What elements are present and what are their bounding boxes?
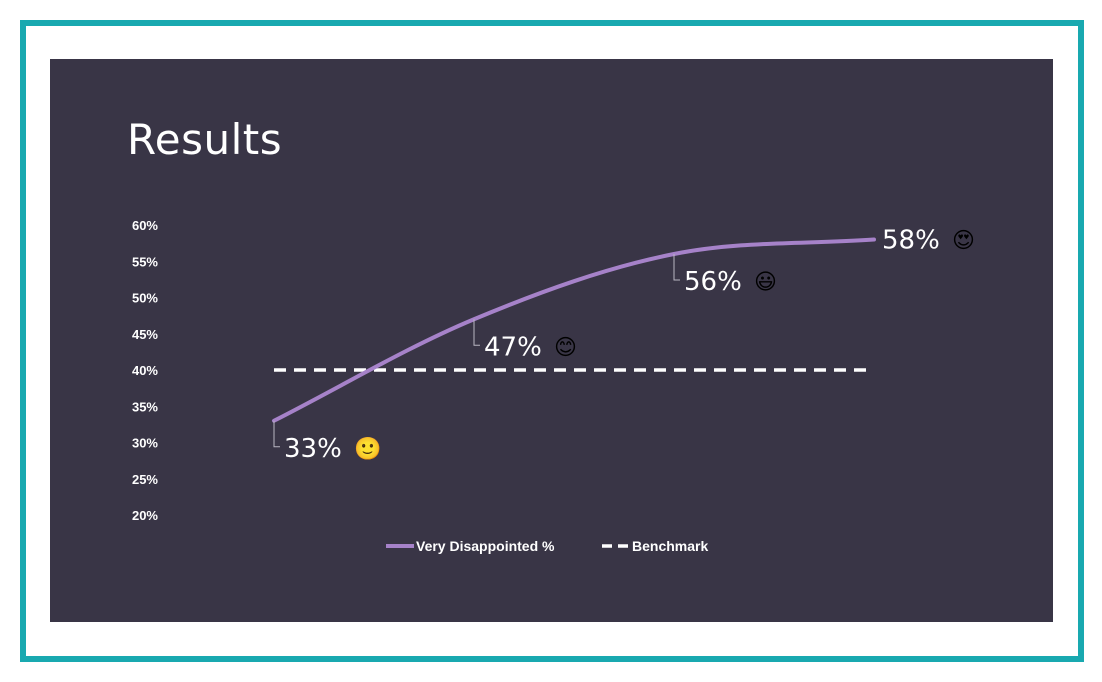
smiling-face-icon: 😊 xyxy=(554,334,577,359)
y-axis: 60% 55% 50% 45% 40% 35% 30% 25% 20% xyxy=(132,218,158,523)
heart-eyes-face-icon: 😍 xyxy=(952,228,975,253)
data-label-leader xyxy=(473,319,480,346)
series-layer xyxy=(272,237,876,423)
y-tick-label: 30% xyxy=(132,436,158,451)
y-tick-label: 20% xyxy=(132,508,158,523)
legend-label-very-disappointed: Very Disappointed % xyxy=(416,538,555,554)
data-label-leader xyxy=(673,254,680,281)
grinning-face-icon: 😃 xyxy=(754,269,777,294)
legend: Very Disappointed % Benchmark xyxy=(386,538,708,554)
y-tick-label: 35% xyxy=(132,399,158,414)
data-label: 58% xyxy=(882,226,940,256)
data-label: 33% xyxy=(284,434,342,464)
data-label-leader xyxy=(273,420,280,448)
legend-label-benchmark: Benchmark xyxy=(632,538,708,554)
slightly-smiling-face-icon: 🙂 xyxy=(354,436,381,461)
y-tick-label: 40% xyxy=(132,363,158,378)
very-disappointed-line xyxy=(272,237,876,423)
data-label: 47% xyxy=(484,332,542,362)
y-tick-label: 25% xyxy=(132,472,158,487)
data-label: 56% xyxy=(684,267,742,297)
y-tick-label: 55% xyxy=(132,254,158,269)
y-tick-label: 60% xyxy=(132,218,158,233)
y-tick-label: 45% xyxy=(132,327,158,342)
data-labels: 33% 🙂 47% 😊 56% 😃 58% 😍 xyxy=(273,226,975,464)
slide-title: Results xyxy=(127,115,283,164)
results-line-chart: 60% 55% 50% 45% 40% 35% 30% 25% 20% 33% 🙂 47% 😊 56% 😃… xyxy=(132,218,975,554)
slide: Results 60% 55% 50% 45% 40% 35% 30% 25% 20% 33% 🙂… xyxy=(50,59,1053,622)
y-tick-label: 50% xyxy=(132,291,158,306)
